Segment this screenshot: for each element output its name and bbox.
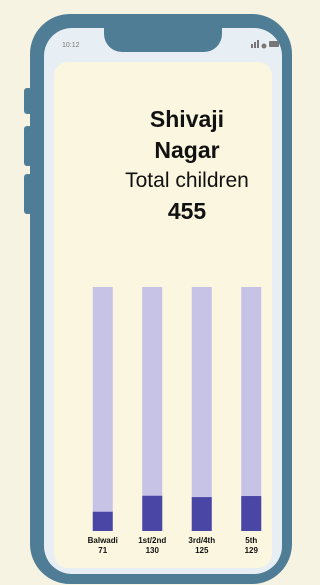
- bar: [142, 496, 162, 531]
- value-label: 71: [98, 546, 107, 555]
- header: Shivaji Nagar Total children 455: [82, 104, 292, 226]
- bar-track: [93, 287, 113, 531]
- bar: [192, 497, 212, 531]
- value-label: 129: [245, 546, 259, 555]
- total: 455: [82, 196, 292, 226]
- bar: [241, 496, 261, 531]
- value-label: 125: [195, 546, 209, 555]
- x-tick-label: 3rd/4th: [188, 536, 215, 545]
- notch: [104, 28, 222, 52]
- bar-track: [241, 287, 261, 531]
- bar-track: [142, 287, 162, 531]
- x-tick-label: 5th: [245, 536, 257, 545]
- chart-title: Shivaji Nagar: [132, 104, 242, 166]
- value-label: 130: [146, 546, 160, 555]
- x-tick-label: Balwadi: [88, 536, 118, 545]
- x-tick-label: 1st/2nd: [138, 536, 166, 545]
- bar-track: [192, 287, 212, 531]
- status-time: 10:12: [62, 42, 80, 49]
- bar: [93, 512, 113, 531]
- chart-subtitle: Total children: [82, 166, 292, 196]
